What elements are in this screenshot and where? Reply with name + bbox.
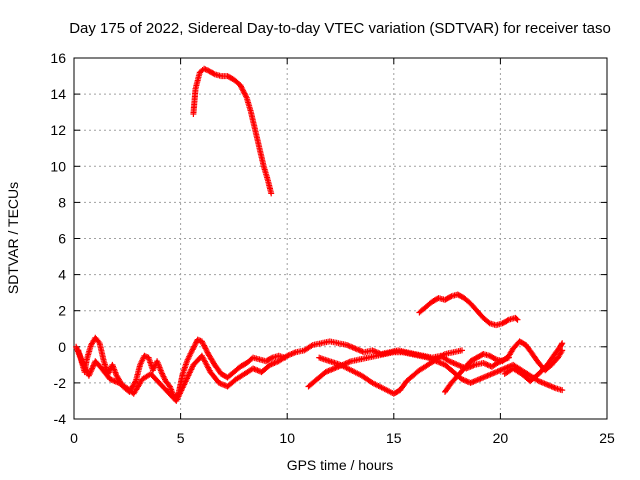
chart-title: Day 175 of 2022, Sidereal Day-to-day VTE…	[69, 20, 611, 37]
series-arc-mid	[416, 291, 521, 329]
x-tick-label: 15	[386, 430, 402, 446]
y-tick-label: 4	[58, 267, 66, 283]
grid-lines	[74, 58, 607, 419]
series-arc-high	[190, 65, 275, 197]
y-tick-labels: -4 -2 0 2 4 6 8 10 12 14 16	[50, 50, 66, 427]
x-tick-label: 25	[599, 430, 615, 446]
y-tick-label: -4	[54, 411, 67, 427]
x-tick-label: 20	[493, 430, 509, 446]
y-tick-label: 14	[50, 86, 66, 102]
y-tick-label: 2	[58, 303, 66, 319]
y-tick-label: 16	[50, 50, 66, 66]
series-arc-low-5	[442, 338, 566, 395]
x-axis-label: GPS time / hours	[287, 457, 394, 473]
x-tick-label: 0	[70, 430, 78, 446]
y-tick-label: 10	[50, 158, 66, 174]
y-tick-label: 6	[58, 231, 66, 247]
series-markers-arc-high	[190, 65, 275, 197]
y-tick-label: 0	[58, 339, 66, 355]
x-tick-label: 10	[279, 430, 295, 446]
y-axis-label: SDTVAR / TECUs	[5, 182, 21, 294]
series-markers-arc-low-6	[501, 340, 566, 385]
x-tick-labels: 0 5 10 15 20 25	[70, 430, 615, 446]
series-markers-arc-mid	[416, 291, 521, 329]
series-arc-low-6	[501, 340, 566, 385]
y-tick-label: 12	[50, 122, 66, 138]
series-arc-low-4	[316, 347, 465, 397]
series-markers-arc-low-4	[316, 347, 465, 397]
x-tick-label: 5	[177, 430, 185, 446]
y-tick-label: 8	[58, 194, 66, 210]
series-layer	[73, 65, 566, 404]
y-tick-label: -2	[54, 375, 67, 391]
